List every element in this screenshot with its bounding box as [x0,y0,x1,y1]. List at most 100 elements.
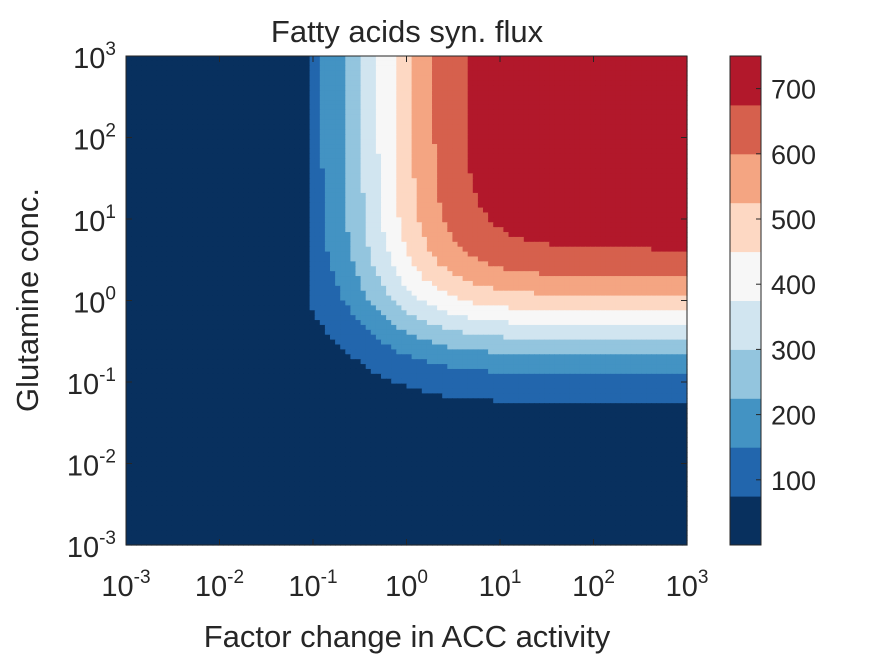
heatmap-cell [564,60,571,67]
heatmap-cell [472,232,479,238]
heatmap-cell [666,100,673,106]
heatmap-cell [171,80,178,86]
heatmap-cell [503,163,510,170]
heatmap-cell [253,148,260,155]
heatmap-cell [437,95,443,101]
heatmap-cell [411,134,418,140]
heatmap-cell [294,183,300,189]
heatmap-cell [151,153,158,160]
heatmap-cell [151,65,158,72]
heatmap-cell [253,153,260,160]
heatmap-cell [681,60,688,67]
heatmap-cell [503,124,510,130]
heatmap-cell [641,134,647,140]
heatmap-cell [243,276,249,282]
heatmap-cell [136,256,142,262]
heatmap-cell [350,114,357,121]
heatmap-cell [161,104,168,111]
heatmap-cell [569,148,576,155]
heatmap-cell [544,212,550,218]
heatmap-cell [590,163,596,170]
heatmap-cell [554,222,561,228]
heatmap-cell [661,246,668,253]
heatmap-cell [273,153,280,160]
heatmap-cell [304,95,311,101]
heatmap-cell [513,197,520,204]
heatmap-cell [564,134,571,140]
heatmap-cell [151,256,158,262]
heatmap-cell [462,256,469,262]
heatmap-cell [177,178,183,184]
heatmap-cell [539,85,545,91]
heatmap-cell [335,65,341,72]
heatmap-cell [544,222,550,228]
heatmap-cell [222,168,229,174]
heatmap-cell [197,276,204,282]
heatmap-cell [192,232,198,238]
heatmap-cell [554,124,561,130]
heatmap-cell [370,202,377,209]
heatmap-cell [666,183,673,189]
heatmap-cell [488,261,494,267]
heatmap-cell [401,85,408,91]
heatmap-cell [483,207,489,214]
heatmap-cell [202,104,209,111]
heatmap-cell [488,124,494,130]
heatmap-cell [630,85,637,91]
heatmap-cell [370,104,377,111]
heatmap-cell [177,134,183,140]
heatmap-cell [171,139,178,145]
heatmap-cell [477,148,484,155]
heatmap-cell [136,168,142,174]
heatmap-cell [258,271,265,277]
heatmap-cell [335,271,341,277]
heatmap-cell [192,158,198,165]
heatmap-cell [136,266,142,272]
heatmap-cell [233,153,239,160]
heatmap-cell [472,183,479,189]
heatmap-cell [263,134,270,140]
heatmap-cell [273,100,280,106]
heatmap-cell [207,212,214,218]
heatmap-cell [549,158,555,165]
heatmap-cell [192,178,198,184]
heatmap-cell [182,168,188,174]
heatmap-cell [202,148,209,155]
heatmap-cell [467,251,474,258]
heatmap-cell [564,80,571,86]
heatmap-cell [528,80,535,86]
heatmap-cell [177,148,183,155]
heatmap-cell [207,129,214,135]
heatmap-cell [314,236,321,243]
heatmap-cell [202,124,209,130]
heatmap-cell [324,158,331,165]
heatmap-cell [375,119,382,126]
heatmap-cell [391,95,397,101]
heatmap-cell [564,163,571,170]
heatmap-cell [161,212,168,218]
heatmap-cell [238,144,244,150]
heatmap-cell [289,251,295,258]
heatmap-cell [126,148,132,155]
heatmap-cell [641,236,647,243]
heatmap-cell [544,217,550,223]
heatmap-cell [146,144,153,150]
heatmap-cell [600,173,606,179]
heatmap-cell [350,236,357,243]
heatmap-cell [340,192,346,199]
heatmap-cell [319,183,326,189]
heatmap-cell [651,56,657,62]
heatmap-cell [187,163,193,170]
heatmap-cell [294,236,300,243]
heatmap-cell [299,153,306,160]
heatmap-cell [493,148,499,155]
heatmap-cell [279,114,285,121]
heatmap-cell [406,236,413,243]
heatmap-cell [253,202,260,209]
heatmap-cell [503,95,510,101]
heatmap-cell [381,192,387,199]
heatmap-cell [432,251,438,258]
heatmap-cell [330,124,336,130]
heatmap-cell [279,241,285,248]
heatmap-cell [579,109,586,116]
